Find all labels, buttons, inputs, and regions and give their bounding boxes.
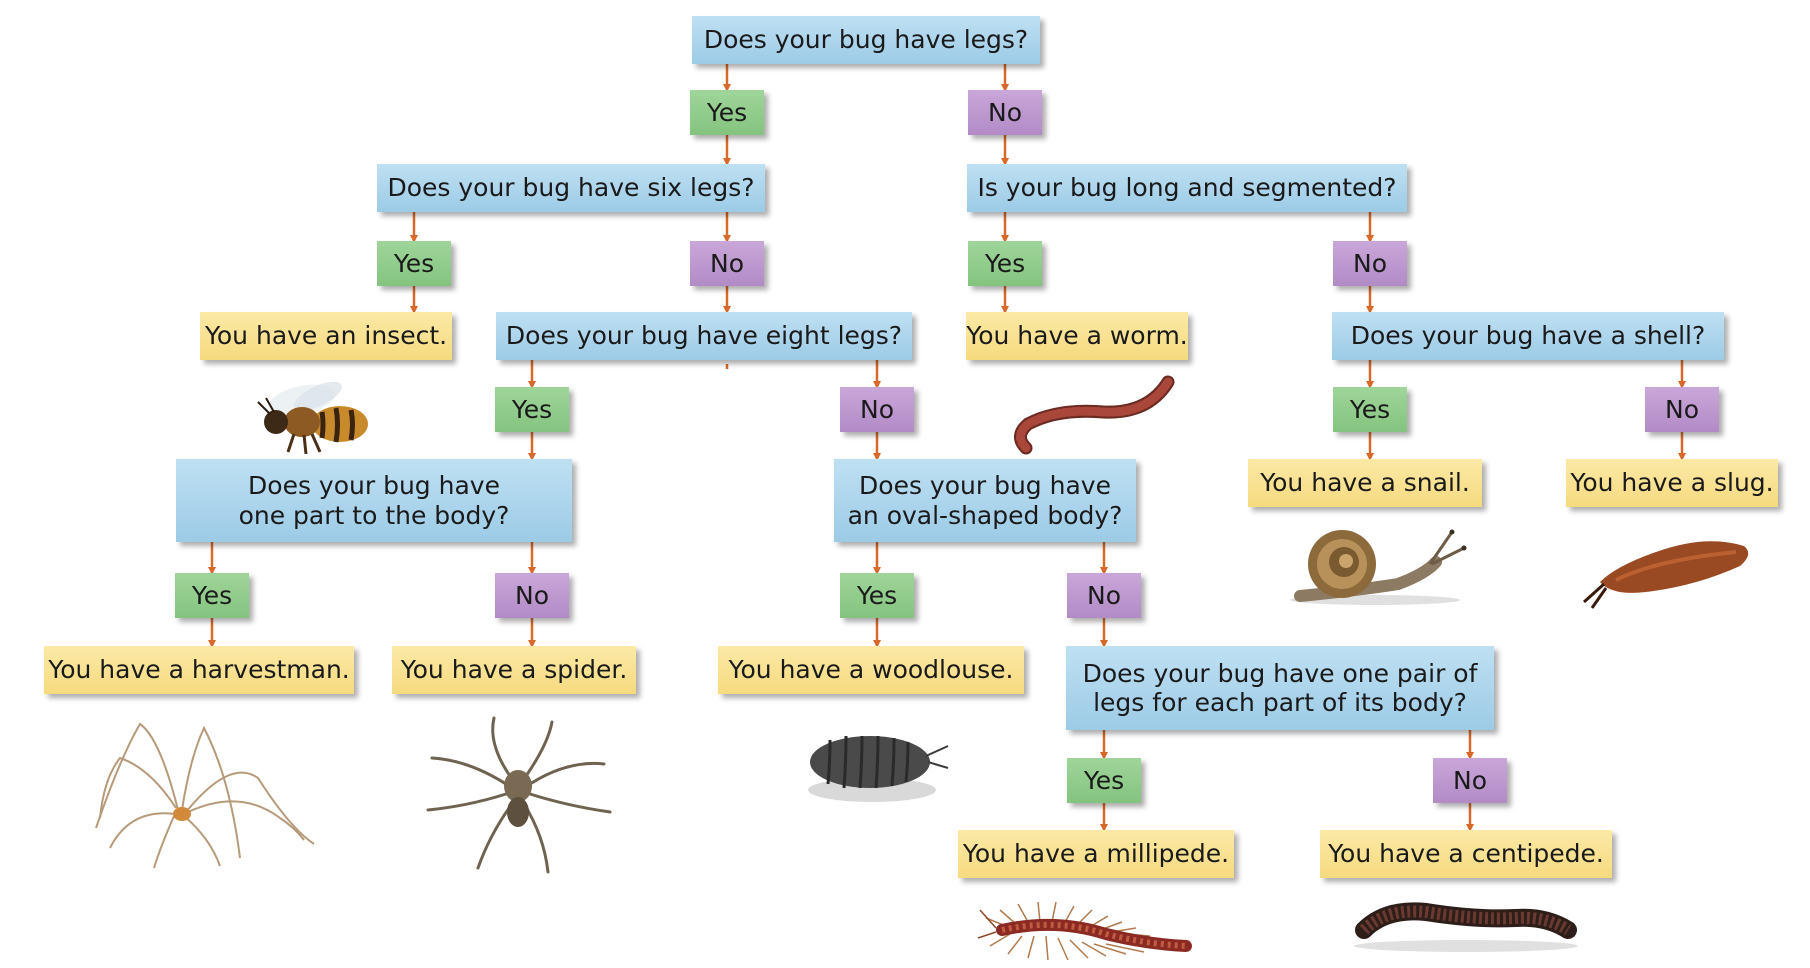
answer-insect: You have an insect. xyxy=(200,312,452,360)
no-six-legs: No xyxy=(690,241,764,286)
woodlouse-picture xyxy=(808,735,949,802)
answer-spider: You have a spider. xyxy=(392,646,636,694)
answer-snail: You have a snail. xyxy=(1248,459,1482,507)
slug-picture xyxy=(1582,541,1749,609)
answer-millipede: You have a millipede. xyxy=(958,830,1234,878)
answer-worm: You have a worm. xyxy=(966,312,1188,360)
question-eight-legs: Does your bug have eight legs? xyxy=(496,312,912,360)
yes-shell: Yes xyxy=(1333,387,1407,432)
yes-eight-legs: Yes xyxy=(495,387,569,432)
spider-picture xyxy=(426,716,612,874)
yes-one-part-body: Yes xyxy=(175,573,249,618)
question-oval-body: Does your bug have an oval-shaped body? xyxy=(834,459,1136,542)
yes-oval-body: Yes xyxy=(840,573,914,618)
question-six-legs: Does your bug have six legs? xyxy=(377,164,765,212)
question-shell: Does your bug have a shell? xyxy=(1332,312,1724,360)
harvestman-picture xyxy=(95,722,315,868)
earthworm-picture xyxy=(1014,375,1175,455)
no-oval-body: No xyxy=(1067,573,1141,618)
centipede-picture xyxy=(977,901,1192,961)
bee-picture xyxy=(257,381,368,455)
no-one-part-body: No xyxy=(495,573,569,618)
millipede-picture xyxy=(1354,902,1578,952)
yes-pair-legs: Yes xyxy=(1067,758,1141,803)
question-pair-legs: Does your bug have one pair of legs for … xyxy=(1066,646,1494,730)
no-shell: No xyxy=(1645,387,1719,432)
yes-six-legs: Yes xyxy=(377,241,451,286)
answer-centipede: You have a centipede. xyxy=(1320,830,1612,878)
snail-picture xyxy=(1290,529,1467,605)
question-has-legs: Does your bug have legs? xyxy=(692,16,1040,64)
no-eight-legs: No xyxy=(840,387,914,432)
question-long-segmented: Is your bug long and segmented? xyxy=(967,164,1407,212)
yes-long-segmented: Yes xyxy=(968,241,1042,286)
answer-harvestman: You have a harvestman. xyxy=(44,646,354,694)
question-one-part-body: Does your bug have one part to the body? xyxy=(176,459,572,542)
answer-woodlouse: You have a woodlouse. xyxy=(718,646,1024,694)
answer-slug: You have a slug. xyxy=(1566,459,1778,507)
no-long-segmented: No xyxy=(1333,241,1407,286)
yes-has-legs: Yes xyxy=(690,90,764,135)
no-pair-legs: No xyxy=(1433,758,1507,803)
no-has-legs: No xyxy=(968,90,1042,135)
